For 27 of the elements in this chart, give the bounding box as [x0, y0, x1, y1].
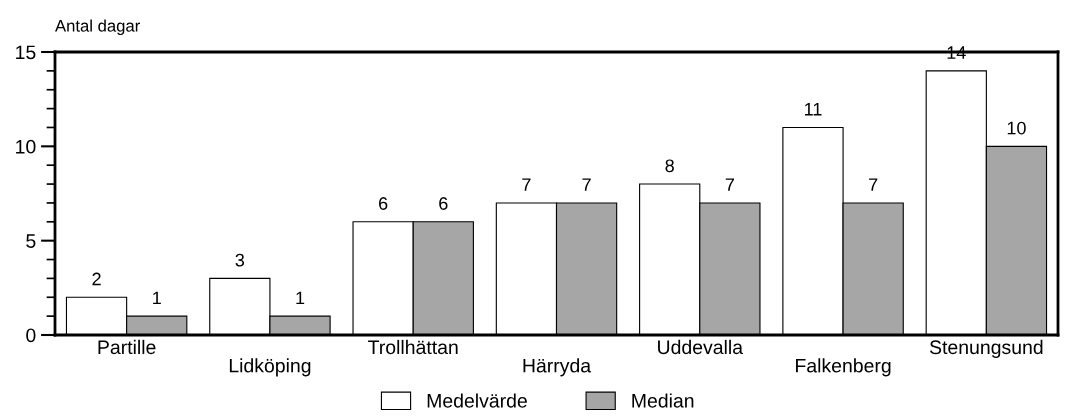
- x-tick-label: Trollhättan: [368, 339, 458, 355]
- y-tick-label: 5: [26, 234, 36, 248]
- data-label: 2: [92, 272, 101, 286]
- data-label: 1: [296, 291, 305, 305]
- x-tick-label: Lidköping: [229, 358, 311, 377]
- legend-label: Medelvärde: [427, 393, 527, 408]
- y-tick-label: 0: [26, 328, 36, 343]
- y-axis-title: Antal dagar: [55, 19, 140, 36]
- data-label: 3: [235, 253, 245, 267]
- data-label: 8: [665, 159, 674, 173]
- x-tick-label: Uddevalla: [658, 339, 744, 355]
- data-label: 7: [582, 178, 591, 191]
- data-label: 7: [869, 178, 878, 191]
- data-label: 11: [804, 102, 822, 116]
- data-label: 7: [522, 178, 531, 191]
- x-tick-label: Partille: [98, 339, 156, 355]
- data-label: 6: [439, 197, 448, 210]
- data-label: 6: [379, 197, 388, 210]
- data-label: 7: [725, 178, 734, 191]
- y-tick-label: 10: [16, 139, 36, 154]
- x-tick-label: Falkenberg: [796, 358, 891, 377]
- legend-label: Median: [632, 393, 694, 408]
- x-tick-label: Stenungsund: [929, 339, 1043, 358]
- data-label: 1: [153, 291, 161, 305]
- y-tick-label: 15: [16, 45, 36, 60]
- x-tick-label: Härryda: [523, 358, 592, 377]
- data-label: 10: [1007, 121, 1026, 135]
